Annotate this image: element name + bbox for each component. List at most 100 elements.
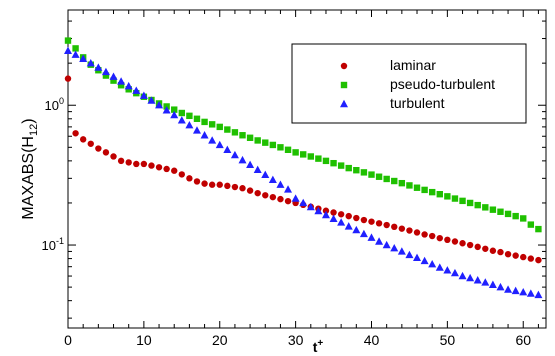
data-point [405,250,414,259]
data-point [171,167,178,174]
data-point [504,250,512,258]
data-point [413,253,422,262]
data-point [239,132,246,139]
data-point [428,232,436,240]
data-point [262,192,269,199]
data-point [466,199,474,207]
data-point [162,106,171,114]
data-point [428,188,436,196]
data-point [466,273,475,282]
data-point [406,182,413,189]
data-point [261,170,270,178]
data-point [254,137,261,144]
data-point [390,243,399,252]
data-point [344,222,353,230]
data-point [345,164,352,172]
data-point [534,290,543,299]
data-point [352,225,361,234]
data-point [482,204,489,211]
data-point [224,182,231,190]
data-point [307,153,314,160]
data-point [186,175,193,182]
data-point [239,185,246,192]
data-point [208,121,216,128]
data-point [269,141,277,149]
data-point [79,136,87,143]
data-point [345,212,352,220]
data-point [155,101,164,109]
data-point [117,77,126,85]
data-point [382,240,391,249]
data-point [186,112,193,120]
data-point [201,118,208,126]
data-point [489,247,497,254]
legend-swatch [340,81,348,89]
data-point [71,50,80,58]
data-point [117,157,125,165]
data-point [535,225,542,233]
data-point [110,153,117,160]
data-point [322,157,330,165]
data-point [435,263,444,271]
y-tick-label: 100 [45,96,64,113]
data-point [459,197,466,205]
data-point [254,189,261,197]
data-point [284,197,292,205]
data-point [458,271,467,280]
data-point [109,72,118,80]
axis-ticks: 0 10 20 30 40 50 60 100 10-1 [42,10,546,348]
data-point [299,198,308,207]
data-point [436,191,443,198]
x-tick-label: 20 [212,332,228,348]
data-point [337,211,345,218]
data-point [224,126,231,133]
y-axis-label-main: MAXABS(H [20,136,37,220]
data-point [246,134,254,141]
data-point [231,183,239,191]
data-point [473,276,482,284]
data-point [504,285,513,293]
data-point [519,287,528,296]
data-point [474,243,481,251]
data-point [185,120,194,129]
data-point [147,96,156,104]
data-point [238,155,247,164]
data-point [277,195,284,203]
data-point [178,109,186,117]
data-point [177,116,186,124]
x-tick-label: 30 [288,332,304,348]
data-point [253,165,262,174]
data-point [246,187,254,194]
data-point [216,123,223,131]
data-point [359,229,368,238]
data-point [398,179,406,187]
data-point [360,169,368,176]
data-point [155,164,163,171]
data-point [368,218,375,225]
data-point [170,110,179,119]
data-point [148,162,155,169]
data-point [413,229,421,236]
data-point [375,220,383,227]
data-point [230,150,239,159]
data-point [436,234,443,242]
data-point [330,159,337,167]
data-point [306,202,315,211]
data-point [72,45,79,52]
legend: laminar pseudo-turbulent turbulent [291,43,527,124]
data-point [337,162,345,169]
data-point [125,159,132,166]
data-point [262,139,269,146]
data-point [511,286,520,295]
data-point [133,160,140,168]
data-point [451,195,459,202]
data-point [64,46,72,55]
data-point [444,236,451,244]
legend-label: pseudo-turbulent [390,76,495,92]
data-point [413,184,421,191]
data-point [450,268,459,277]
data-point [315,155,322,162]
data-point [512,252,519,259]
data-point [481,278,490,286]
